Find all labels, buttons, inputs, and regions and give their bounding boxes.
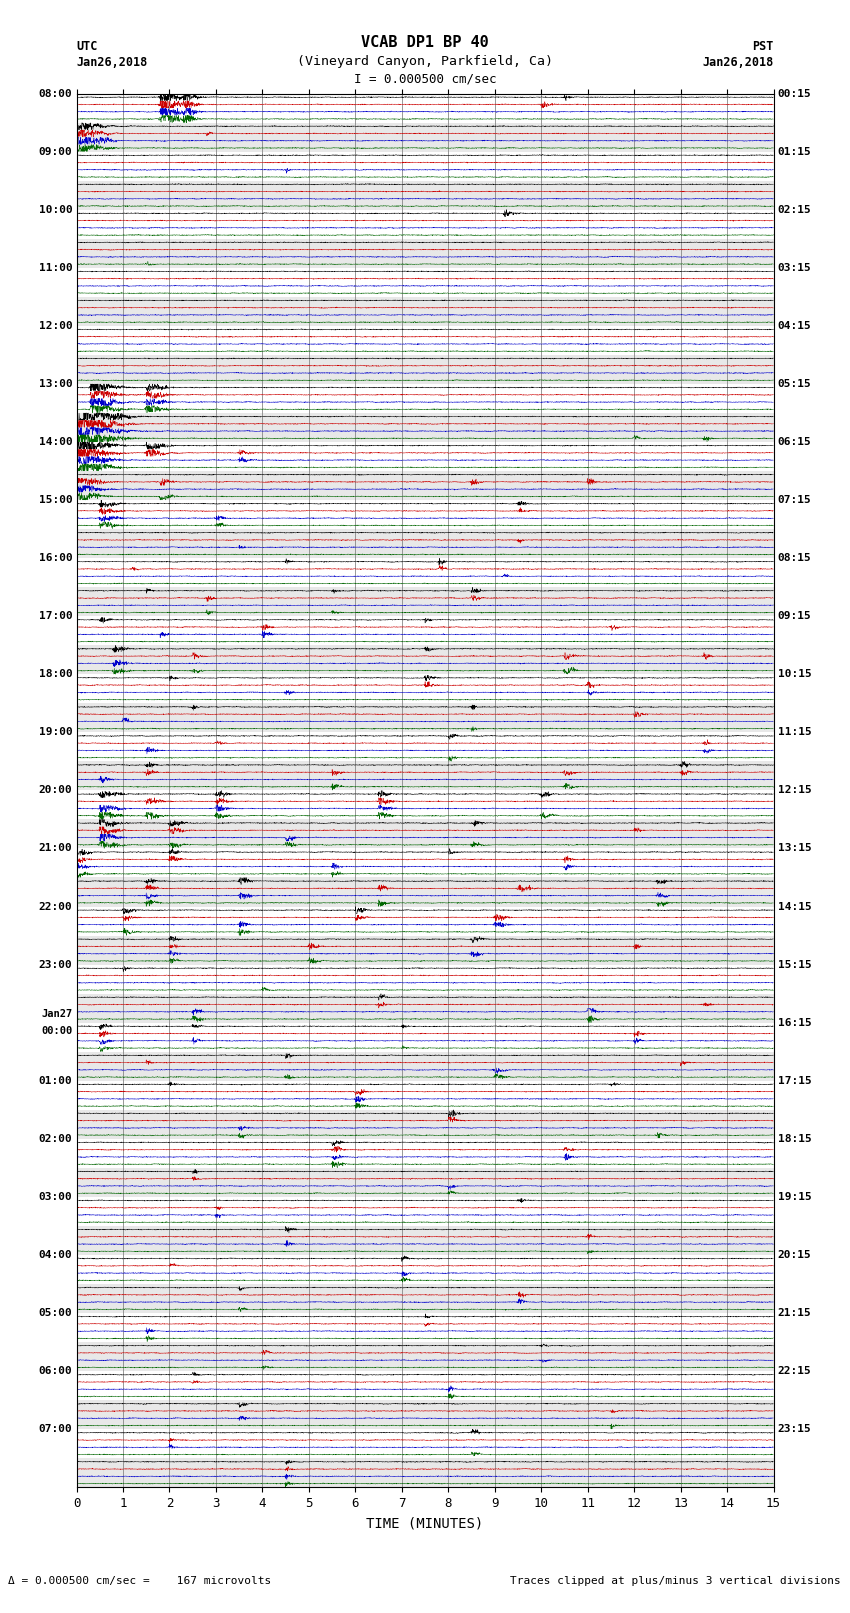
Text: I = 0.000500 cm/sec: I = 0.000500 cm/sec (354, 73, 496, 85)
Bar (76, 936, 774, 965)
Text: 02:15: 02:15 (778, 205, 812, 215)
Text: 18:00: 18:00 (38, 669, 72, 679)
Text: 03:15: 03:15 (778, 263, 812, 273)
Text: 06:00: 06:00 (38, 1366, 72, 1376)
Bar (76, 1458, 774, 1487)
Bar (76, 239, 774, 268)
Bar (76, 1226, 774, 1255)
Text: 16:00: 16:00 (38, 553, 72, 563)
Text: 10:00: 10:00 (38, 205, 72, 215)
Text: 15:00: 15:00 (38, 495, 72, 505)
Bar (76, 1052, 774, 1081)
Text: 16:15: 16:15 (778, 1018, 812, 1027)
Text: 15:15: 15:15 (778, 960, 812, 969)
Text: 00:15: 00:15 (778, 89, 812, 98)
Bar (76, 297, 774, 326)
Text: Δ = 0.000500 cm/sec =    167 microvolts: Δ = 0.000500 cm/sec = 167 microvolts (8, 1576, 272, 1586)
Text: 02:00: 02:00 (38, 1134, 72, 1144)
Bar (76, 413, 774, 442)
Text: Traces clipped at plus/minus 3 vertical divisions: Traces clipped at plus/minus 3 vertical … (510, 1576, 841, 1586)
Bar (76, 1284, 774, 1313)
Text: 05:00: 05:00 (38, 1308, 72, 1318)
Bar (76, 1342, 774, 1371)
Text: 13:00: 13:00 (38, 379, 72, 389)
Bar (76, 181, 774, 210)
Text: 08:15: 08:15 (778, 553, 812, 563)
Text: 17:15: 17:15 (778, 1076, 812, 1086)
Text: 09:15: 09:15 (778, 611, 812, 621)
Bar (76, 645, 774, 674)
X-axis label: TIME (MINUTES): TIME (MINUTES) (366, 1516, 484, 1531)
Text: 13:15: 13:15 (778, 844, 812, 853)
Text: VCAB DP1 BP 40: VCAB DP1 BP 40 (361, 35, 489, 50)
Text: 12:00: 12:00 (38, 321, 72, 331)
Bar (76, 1168, 774, 1197)
Bar (76, 819, 774, 848)
Text: 04:00: 04:00 (38, 1250, 72, 1260)
Text: Jan26,2018: Jan26,2018 (76, 56, 148, 69)
Text: 14:00: 14:00 (38, 437, 72, 447)
Text: 01:15: 01:15 (778, 147, 812, 156)
Text: 23:15: 23:15 (778, 1424, 812, 1434)
Bar (76, 355, 774, 384)
Text: (Vineyard Canyon, Parkfield, Ca): (Vineyard Canyon, Parkfield, Ca) (297, 55, 553, 68)
Text: 08:00: 08:00 (38, 89, 72, 98)
Text: 21:15: 21:15 (778, 1308, 812, 1318)
Bar (76, 994, 774, 1023)
Bar (76, 1110, 774, 1139)
Text: 00:00: 00:00 (41, 1026, 72, 1036)
Text: 11:00: 11:00 (38, 263, 72, 273)
Text: 05:15: 05:15 (778, 379, 812, 389)
Text: 06:15: 06:15 (778, 437, 812, 447)
Text: UTC: UTC (76, 40, 98, 53)
Bar (76, 703, 774, 732)
Text: 19:00: 19:00 (38, 727, 72, 737)
Text: 17:00: 17:00 (38, 611, 72, 621)
Text: 10:15: 10:15 (778, 669, 812, 679)
Text: 22:15: 22:15 (778, 1366, 812, 1376)
Text: 12:15: 12:15 (778, 786, 812, 795)
Text: 09:00: 09:00 (38, 147, 72, 156)
Bar (76, 877, 774, 907)
Text: 03:00: 03:00 (38, 1192, 72, 1202)
Text: 11:15: 11:15 (778, 727, 812, 737)
Bar (76, 471, 774, 500)
Text: 07:15: 07:15 (778, 495, 812, 505)
Text: 22:00: 22:00 (38, 902, 72, 911)
Bar (76, 1400, 774, 1429)
Text: Jan26,2018: Jan26,2018 (702, 56, 774, 69)
Bar (76, 529, 774, 558)
Text: 20:00: 20:00 (38, 786, 72, 795)
Text: 04:15: 04:15 (778, 321, 812, 331)
Text: 18:15: 18:15 (778, 1134, 812, 1144)
Text: 14:15: 14:15 (778, 902, 812, 911)
Bar (76, 587, 774, 616)
Text: 20:15: 20:15 (778, 1250, 812, 1260)
Bar (76, 761, 774, 790)
Text: PST: PST (752, 40, 774, 53)
Bar (76, 123, 774, 152)
Text: 19:15: 19:15 (778, 1192, 812, 1202)
Text: 01:00: 01:00 (38, 1076, 72, 1086)
Text: 07:00: 07:00 (38, 1424, 72, 1434)
Text: 23:00: 23:00 (38, 960, 72, 969)
Text: Jan27: Jan27 (41, 1010, 72, 1019)
Text: 21:00: 21:00 (38, 844, 72, 853)
